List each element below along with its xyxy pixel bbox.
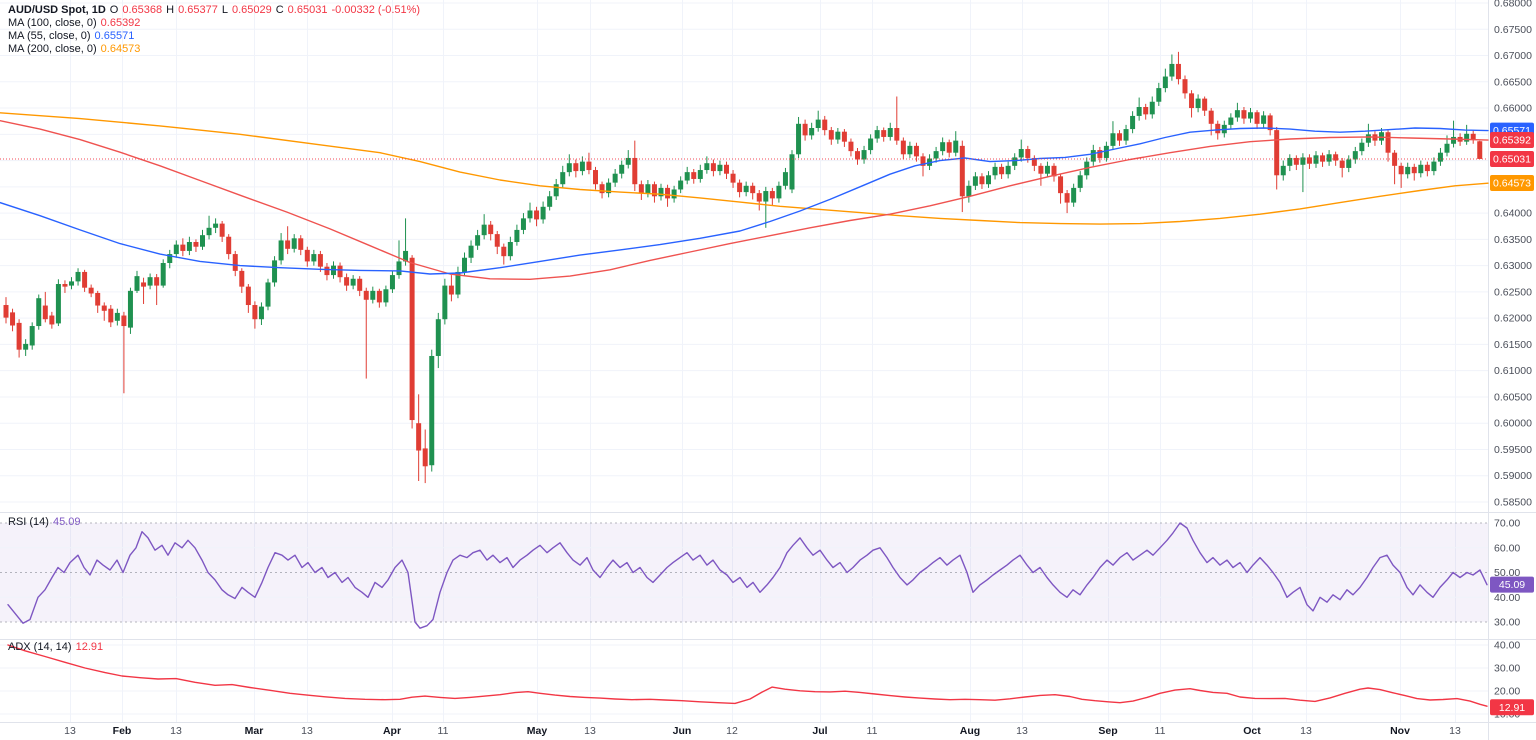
svg-text:11: 11 bbox=[438, 725, 449, 737]
svg-text:11: 11 bbox=[867, 725, 878, 737]
open-label: O bbox=[109, 4, 119, 16]
svg-text:0.64000: 0.64000 bbox=[1494, 208, 1532, 220]
svg-text:0.59000: 0.59000 bbox=[1494, 470, 1532, 482]
svg-text:Jun: Jun bbox=[673, 725, 692, 737]
adx-value: 12.91 bbox=[75, 641, 104, 653]
candlestick-series bbox=[3, 51, 1483, 484]
svg-text:40.00: 40.00 bbox=[1494, 592, 1520, 604]
svg-text:May: May bbox=[527, 725, 548, 737]
svg-text:0.64573: 0.64573 bbox=[1493, 178, 1531, 190]
svg-text:13: 13 bbox=[584, 725, 596, 737]
svg-text:0.68000: 0.68000 bbox=[1494, 0, 1532, 10]
svg-text:0.65031: 0.65031 bbox=[1493, 153, 1531, 165]
svg-text:0.58500: 0.58500 bbox=[1494, 497, 1532, 509]
open-value: 0.65368 bbox=[122, 4, 163, 16]
svg-text:0.63500: 0.63500 bbox=[1494, 234, 1532, 246]
svg-text:13: 13 bbox=[170, 725, 182, 737]
svg-text:0.66500: 0.66500 bbox=[1494, 76, 1532, 88]
rsi-band bbox=[0, 522, 1488, 623]
svg-text:13: 13 bbox=[64, 725, 76, 737]
ma100-label: MA (100, close, 0) bbox=[8, 17, 97, 29]
time-axis[interactable]: 13 Feb 13 Mar 13 Apr 11 May 13 Jun 12 Jul 11 Aug 13 Sep… bbox=[64, 725, 1461, 737]
ma200-legend-row[interactable]: MA (200, close, 0) 0.64573 bbox=[8, 43, 424, 56]
svg-text:Jul: Jul bbox=[812, 725, 827, 737]
ma100-legend-row[interactable]: MA (100, close, 0) 0.65392 bbox=[8, 17, 424, 30]
rsi-value: 45.09 bbox=[52, 516, 81, 528]
svg-text:12: 12 bbox=[726, 725, 738, 737]
svg-text:20.00: 20.00 bbox=[1494, 686, 1520, 698]
ma200-value: 0.64573 bbox=[100, 43, 141, 55]
svg-text:0.60000: 0.60000 bbox=[1494, 418, 1532, 430]
svg-text:0.59500: 0.59500 bbox=[1494, 444, 1532, 456]
svg-text:11: 11 bbox=[1155, 725, 1166, 737]
svg-text:0.60500: 0.60500 bbox=[1494, 391, 1532, 403]
svg-text:Oct: Oct bbox=[1243, 725, 1261, 737]
high-value: 0.65377 bbox=[178, 4, 218, 16]
svg-text:0.62500: 0.62500 bbox=[1494, 286, 1532, 298]
adx-label: ADX (14, 14) bbox=[8, 641, 72, 653]
ma55-value: 0.65571 bbox=[94, 30, 135, 42]
svg-text:Sep: Sep bbox=[1098, 725, 1117, 737]
symbol-title: AUD/USD Spot, 1D bbox=[8, 4, 106, 16]
low-label: L bbox=[221, 4, 228, 16]
svg-text:12.91: 12.91 bbox=[1499, 702, 1525, 714]
svg-text:Feb: Feb bbox=[113, 725, 132, 737]
ma100-value: 0.65392 bbox=[100, 17, 141, 29]
svg-text:0.61500: 0.61500 bbox=[1494, 339, 1532, 351]
svg-text:0.65392: 0.65392 bbox=[1493, 134, 1531, 146]
svg-text:0.62000: 0.62000 bbox=[1494, 313, 1532, 325]
svg-text:70.00: 70.00 bbox=[1494, 518, 1520, 530]
svg-text:30.00: 30.00 bbox=[1494, 617, 1520, 629]
rsi-legend[interactable]: RSI (14) 45.09 bbox=[8, 516, 85, 529]
svg-text:40.00: 40.00 bbox=[1494, 640, 1520, 652]
svg-text:50.00: 50.00 bbox=[1494, 567, 1520, 579]
close-label: C bbox=[275, 4, 284, 16]
svg-text:0.67500: 0.67500 bbox=[1494, 24, 1532, 36]
rsi-line bbox=[7, 522, 1488, 629]
moving-average-lines bbox=[0, 112, 1489, 280]
close-value: 0.65031 bbox=[287, 4, 328, 16]
adx-legend[interactable]: ADX (14, 14) 12.91 bbox=[8, 641, 107, 654]
ma55-legend-row[interactable]: MA (55, close, 0) 0.65571 bbox=[8, 30, 424, 43]
low-value: 0.65029 bbox=[231, 4, 272, 16]
rsi-label: RSI (14) bbox=[8, 516, 49, 528]
svg-text:0.66000: 0.66000 bbox=[1494, 103, 1532, 115]
symbol-legend-row[interactable]: AUD/USD Spot, 1D O 0.65368 H 0.65377 L 0.65029… bbox=[8, 4, 424, 17]
svg-text:13: 13 bbox=[1449, 725, 1461, 737]
svg-text:Nov: Nov bbox=[1390, 725, 1410, 737]
svg-text:Aug: Aug bbox=[960, 725, 980, 737]
svg-text:0.67000: 0.67000 bbox=[1494, 50, 1532, 62]
svg-text:0.61000: 0.61000 bbox=[1494, 365, 1532, 377]
svg-text:30.00: 30.00 bbox=[1494, 663, 1520, 675]
ma55-label: MA (55, close, 0) bbox=[8, 30, 91, 42]
svg-text:13: 13 bbox=[1016, 725, 1028, 737]
svg-text:60.00: 60.00 bbox=[1494, 542, 1520, 554]
svg-text:0.63000: 0.63000 bbox=[1494, 260, 1532, 272]
adx-line bbox=[7, 644, 1488, 707]
high-label: H bbox=[166, 4, 175, 16]
svg-text:13: 13 bbox=[301, 725, 313, 737]
ma200-label: MA (200, close, 0) bbox=[8, 43, 97, 55]
price-legend: AUD/USD Spot, 1D O 0.65368 H 0.65377 L 0.65029… bbox=[8, 4, 424, 56]
change-value: -0.00332 (-0.51%) bbox=[331, 4, 421, 16]
svg-text:13: 13 bbox=[1300, 725, 1312, 737]
svg-text:Apr: Apr bbox=[383, 725, 401, 737]
svg-text:Mar: Mar bbox=[245, 725, 264, 737]
price-axis[interactable]: 0.68000 0.67500 0.67000 0.66500 0.66000 0.640… bbox=[1494, 0, 1532, 721]
svg-text:45.09: 45.09 bbox=[1499, 579, 1525, 591]
